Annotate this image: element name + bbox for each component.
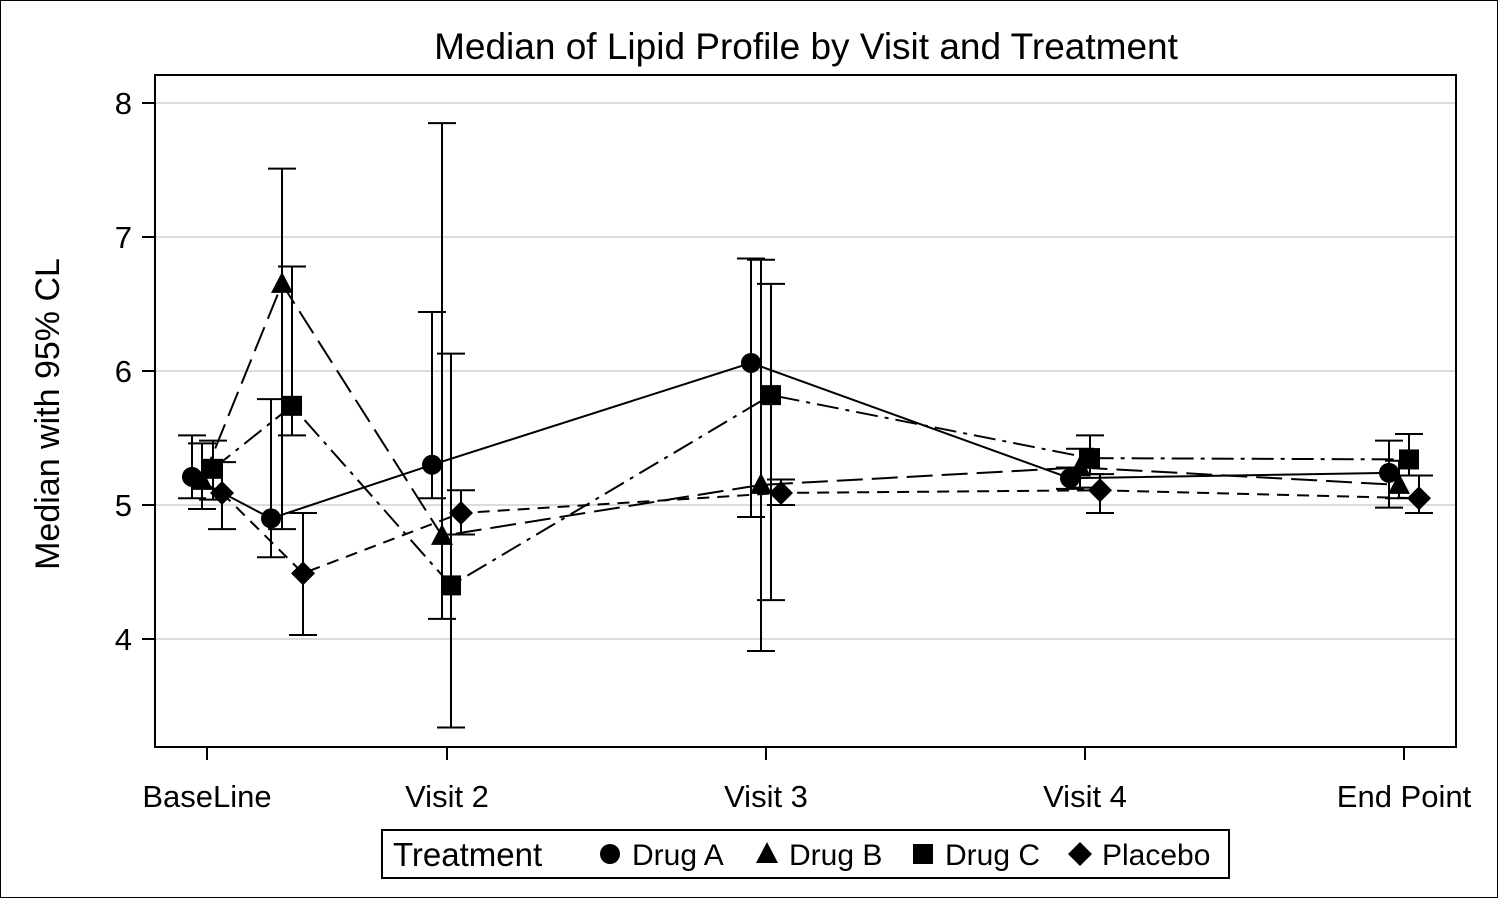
data-point <box>1379 462 1399 483</box>
legend-item-drug-a: Drug A <box>600 839 724 872</box>
data-point <box>282 395 302 416</box>
series-placebo <box>208 461 1433 636</box>
data-point <box>769 480 793 505</box>
series-line <box>191 361 1390 520</box>
series-line <box>221 489 1420 575</box>
data-point <box>210 480 234 505</box>
series-drug-a <box>178 257 1403 559</box>
x-tick-label: Visit 4 <box>1043 779 1127 814</box>
x-tick-label: Visit 3 <box>724 779 808 814</box>
error-bar <box>437 352 465 729</box>
data-point <box>1080 448 1100 469</box>
data-point <box>191 468 213 490</box>
legend-title: Treatment <box>393 836 542 873</box>
chart-title: Median of Lipid Profile by Visit and Tre… <box>434 26 1179 67</box>
data-point <box>1388 472 1410 494</box>
legend-label: Drug A <box>632 839 724 872</box>
gridlines <box>155 102 1456 640</box>
data-point <box>750 472 772 494</box>
data-point <box>449 501 473 526</box>
series-drug-b <box>188 122 1413 653</box>
y-tick-label: 7 <box>115 220 132 255</box>
legend-item-drug-c: Drug C <box>913 839 1040 872</box>
data-point <box>261 508 281 529</box>
data-point <box>1407 486 1431 511</box>
data-point <box>761 385 781 406</box>
data-point <box>1088 478 1112 503</box>
legend-item-drug-b: Drug B <box>756 839 882 872</box>
y-tick-label: 5 <box>115 488 132 523</box>
y-axis-label: Median with 95% CL <box>29 258 67 570</box>
data-point <box>422 454 442 475</box>
legend-marker <box>1068 842 1092 866</box>
error-bar <box>747 258 775 653</box>
y-tick-label: 8 <box>115 86 132 121</box>
data-point <box>1399 449 1419 470</box>
x-tick-label: BaseLine <box>142 779 271 814</box>
x-tick-label: End Point <box>1337 779 1472 814</box>
legend-marker <box>913 844 933 864</box>
legend-label: Drug B <box>789 839 882 872</box>
data-point <box>271 271 293 293</box>
x-axis: BaseLine Visit 2 Visit 3 Visit 4 End Point <box>142 747 1472 814</box>
data-point <box>203 458 223 479</box>
error-bar <box>757 282 785 602</box>
series-line <box>212 394 1410 587</box>
y-axis: 4 5 6 7 8 <box>115 86 155 657</box>
series-line <box>201 281 1400 537</box>
legend-item-placebo: Placebo <box>1068 839 1210 872</box>
series-drug-c <box>199 265 1423 729</box>
legend-label: Drug C <box>945 839 1040 872</box>
legend-marker <box>756 842 778 863</box>
error-bar <box>257 398 285 559</box>
error-bar <box>268 167 296 531</box>
series-group <box>178 122 1433 729</box>
data-point <box>431 523 453 545</box>
data-point <box>441 575 461 596</box>
y-tick-label: 6 <box>115 354 132 389</box>
data-point <box>741 352 761 373</box>
data-point <box>291 561 315 586</box>
x-tick-label: Visit 2 <box>405 779 489 814</box>
y-tick-label: 4 <box>115 622 132 657</box>
legend: Treatment Drug A Drug B Drug C Placebo <box>381 829 1230 879</box>
plot-area <box>154 74 1457 748</box>
legend-label: Placebo <box>1102 839 1210 872</box>
legend-marker <box>600 844 620 864</box>
